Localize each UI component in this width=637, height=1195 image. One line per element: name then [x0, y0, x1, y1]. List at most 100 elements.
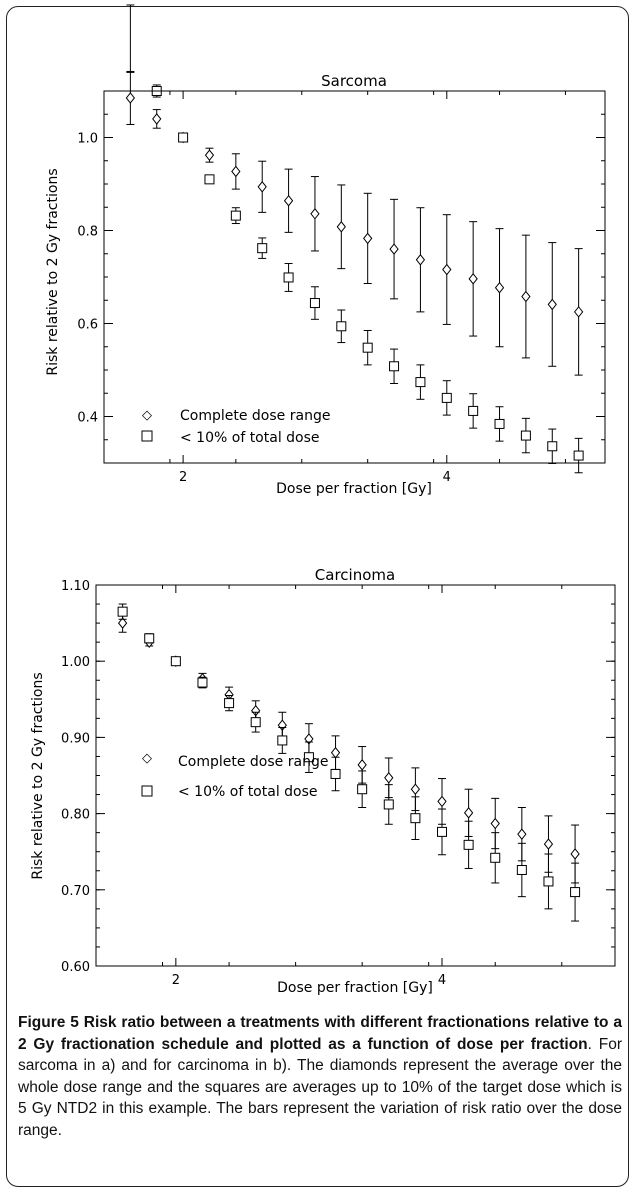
x-tick-label: 2	[172, 973, 180, 988]
x-tick-label: 2	[179, 470, 187, 485]
legend-square-icon	[141, 430, 153, 442]
square-point	[250, 711, 261, 733]
sarcoma-chart: Sarcoma Dose per fraction [Gy] Risk rela…	[45, 4, 606, 497]
y-tick-label: 1.0	[77, 132, 98, 147]
square-point	[224, 694, 235, 712]
square-marker	[357, 784, 368, 795]
diamond-point	[570, 824, 580, 884]
square-point	[516, 842, 527, 898]
caption-title: Risk ratio between a treatments with dif…	[18, 1014, 622, 1053]
sarcoma-legend: ◇ Complete dose range < 10% of total dos…	[141, 408, 330, 446]
y-tick-label: 0.60	[61, 960, 90, 975]
diamond-point	[257, 160, 267, 213]
square-marker	[410, 813, 421, 824]
square-point	[383, 784, 394, 825]
diamond-marker	[389, 243, 399, 255]
y-tick-label: 0.4	[77, 411, 98, 426]
square-marker	[204, 174, 215, 185]
square-point	[336, 309, 347, 344]
square-marker	[547, 441, 558, 452]
sarcoma-marks	[125, 4, 584, 474]
y-tick-label: 1.10	[61, 579, 90, 594]
square-marker	[277, 735, 288, 746]
square-point	[543, 853, 554, 910]
diamond-point	[125, 70, 136, 125]
square-marker	[178, 132, 189, 143]
carcinoma-title: Carcinoma	[315, 566, 395, 584]
square-point	[441, 380, 452, 416]
diamond-marker	[336, 220, 346, 233]
square-point	[197, 676, 208, 689]
square-marker	[309, 298, 320, 309]
diamond-marker	[384, 771, 394, 784]
diamond-point	[468, 221, 478, 337]
diamond-marker	[437, 795, 447, 808]
square-marker	[463, 839, 474, 850]
square-marker	[117, 606, 128, 617]
caption-body: . For sarcoma in a) and for carcinoma in…	[18, 1035, 622, 1139]
square-marker	[144, 633, 155, 644]
square-marker	[230, 210, 241, 221]
diamond-marker	[310, 207, 320, 220]
sarcoma-title: Sarcoma	[321, 72, 387, 90]
carcinoma-xlabel: Dose per fraction [Gy]	[277, 980, 433, 996]
square-marker	[389, 361, 400, 372]
carcinoma-plot-area	[95, 584, 616, 967]
square-marker	[257, 243, 268, 254]
square-point	[570, 862, 581, 922]
diamond-marker	[442, 263, 452, 276]
square-point	[547, 428, 558, 464]
sarcoma-legend-label-1: < 10% of total dose	[180, 430, 320, 446]
square-marker	[170, 656, 181, 667]
square-point	[468, 393, 479, 429]
caption-label: Figure 5	[18, 1014, 79, 1031]
square-point	[277, 726, 288, 754]
diamond-point	[336, 184, 346, 270]
y-tick-label: 0.8	[77, 225, 98, 240]
carcinoma-chart: Carcinoma Dose per fraction [Gy] Risk re…	[30, 566, 616, 996]
diamond-marker	[468, 273, 478, 285]
diamond-point	[442, 214, 452, 325]
diamond-marker	[410, 783, 421, 796]
diamond-point	[363, 192, 373, 285]
diamond-marker	[543, 838, 554, 850]
square-point	[303, 741, 314, 773]
square-point	[437, 808, 447, 856]
square-point	[309, 286, 320, 320]
square-point	[362, 329, 373, 366]
square-point	[573, 437, 584, 474]
x-tick-label: 4	[443, 470, 451, 485]
carcinoma-legend-label-1: < 10% of total dose	[178, 784, 318, 800]
square-marker	[415, 377, 426, 388]
diamond-marker	[463, 807, 474, 819]
square-marker	[303, 752, 314, 763]
square-marker	[441, 392, 452, 403]
carcinoma-marks	[117, 603, 581, 922]
diamond-point	[415, 207, 426, 313]
square-point	[117, 603, 128, 620]
legend-diamond-icon: ◇	[142, 751, 152, 766]
legend-diamond-icon: ◇	[142, 408, 152, 423]
carcinoma-legend-label-0: Complete dose range	[178, 754, 328, 770]
square-marker	[283, 272, 294, 283]
square-point	[410, 796, 421, 841]
diamond-marker	[521, 290, 531, 303]
diamond-marker	[494, 281, 505, 294]
square-point	[494, 406, 505, 442]
carcinoma-ticks: 2 4 0.60 0.70 0.80 0.90 1.00 1.10	[61, 579, 615, 988]
square-marker	[490, 852, 501, 863]
square-point	[330, 756, 341, 792]
outlier-error-bar	[126, 4, 135, 73]
square-point	[520, 417, 531, 454]
sarcoma-legend-label-0: Complete dose range	[180, 408, 330, 424]
square-point	[490, 832, 501, 884]
diamond-point	[573, 248, 584, 376]
diamond-marker	[283, 194, 294, 207]
diamond-point	[494, 228, 505, 348]
sarcoma-ticks: 2 4 0.4 0.6 0.8 1.0	[77, 90, 605, 485]
diamond-point	[521, 234, 531, 359]
diamond-point	[310, 176, 320, 252]
diamond-marker	[125, 92, 136, 104]
square-marker	[468, 405, 479, 416]
square-marker	[383, 799, 394, 810]
